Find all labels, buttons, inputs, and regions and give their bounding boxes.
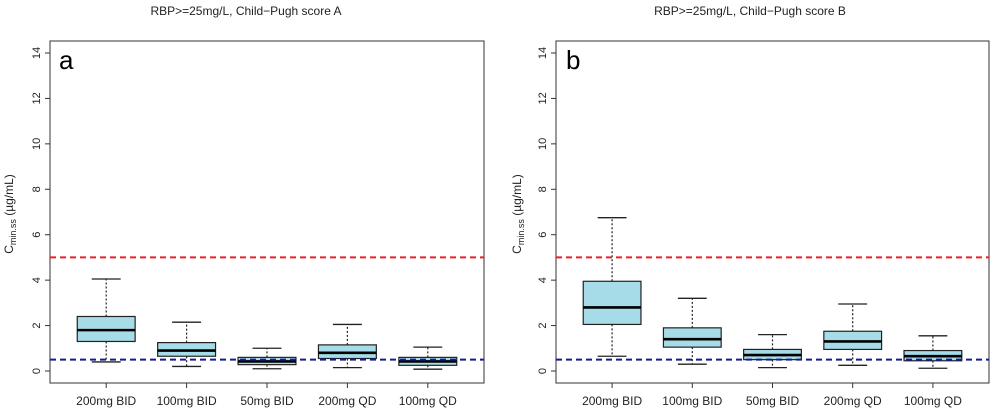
y-tick-label: 0 [537,368,549,374]
y-axis-label-unit: (µg/mL) [2,174,16,219]
x-tick-label: 200mg QD [318,394,376,408]
y-tick-label: 2 [537,323,549,329]
y-tick-label: 4 [31,277,43,283]
panel-a: RBP>=25mg/L, Child−Pugh score A a 0 2 4 6 8 10 1… [2,4,485,408]
y-axis-label-sub: min.ss [516,219,526,246]
box-5 [398,346,458,370]
box-4 [317,323,377,369]
y-tick-label: 8 [537,186,549,192]
box-1 [76,278,136,363]
y-tick-label: 14 [537,47,549,59]
panel-label: a [59,45,74,75]
box-1 [582,217,642,357]
box-5 [903,335,963,369]
y-tick-label: 10 [31,138,43,150]
chart-title: RBP>=25mg/L, Child−Pugh score B [654,4,846,18]
box-iqr [662,327,722,348]
y-axis-label: Cmin.ss (µg/mL) [510,174,526,254]
x-tick-label: 200mg BID [582,394,642,408]
panel-b: RBP>=25mg/L, Child−Pugh score B b 0 2 4 6 8 10 1… [510,4,990,408]
box-3 [743,334,802,369]
y-tick-label: 6 [31,232,43,238]
chart-title: RBP>=25mg/L, Child−Pugh score A [150,4,341,18]
box-3 [237,347,297,370]
plot-frame [555,40,990,384]
y-tick-label: 4 [537,277,549,283]
box-iqr [582,280,642,326]
y-tick-label: 2 [31,323,43,329]
y-axis-label-main: C [2,245,16,254]
y-axis-label-main: C [510,245,524,254]
panel-label: b [566,45,580,75]
y-tick-label: 10 [537,138,549,150]
y-tick-label: 14 [31,47,43,59]
y-tick-label: 6 [537,232,549,238]
x-tick-label: 200mg BID [76,394,136,408]
x-tick-label: 50mg BID [746,394,800,408]
y-axis-label-unit: (µg/mL) [510,174,524,219]
y-tick-label: 12 [537,92,549,104]
x-tick-label: 100mg QD [399,394,457,408]
box-2 [662,297,722,365]
x-tick-label: 100mg BID [157,394,217,408]
x-tick-label: 200mg QD [824,394,882,408]
y-tick-label: 12 [31,92,43,104]
x-tick-label: 50mg BID [240,394,294,408]
x-tick-label: 100mg BID [662,394,722,408]
box-4 [823,303,883,366]
y-axis-label: Cmin.ss (µg/mL) [2,174,18,254]
y-tick-label: 8 [31,186,43,192]
x-tick-label: 100mg QD [904,394,962,408]
box-2 [157,321,217,368]
y-tick-label: 0 [31,368,43,374]
y-axis-label-sub: min.ss [8,219,18,246]
